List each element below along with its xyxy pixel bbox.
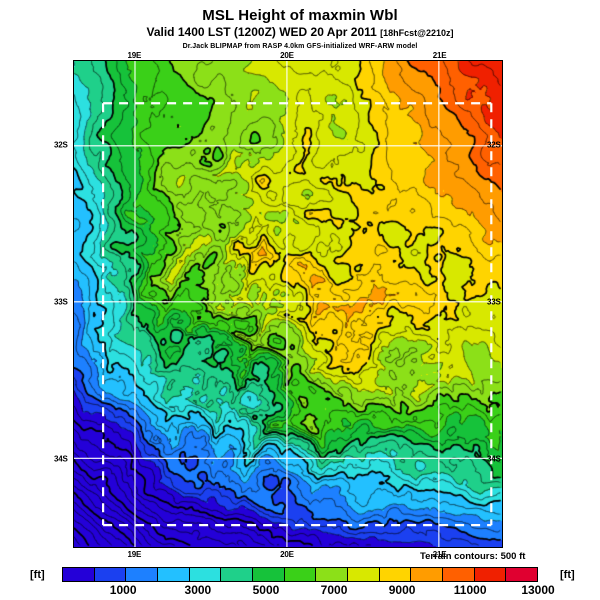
map-grid-overlay bbox=[74, 61, 502, 547]
model-source-line: Dr.Jack BLIPMAP from RASP 4.0km GFS-init… bbox=[182, 43, 418, 50]
colorbar-swatch bbox=[316, 568, 349, 581]
forecast-stamp-text: [18hFcst@2210z] bbox=[380, 28, 454, 38]
lon-label-top: 20E bbox=[280, 51, 294, 60]
colorbar-swatch bbox=[348, 568, 380, 581]
colorbar-tick-label: 7000 bbox=[320, 583, 348, 597]
colorbar-swatch bbox=[94, 568, 127, 581]
colorbar-swatch bbox=[443, 568, 475, 581]
colorbar-swatch bbox=[253, 568, 285, 581]
colorbar-swatches bbox=[62, 567, 538, 582]
valid-time-text: Valid 1400 LST (1200Z) WED 20 Apr 2011 bbox=[146, 25, 381, 39]
lon-label-bottom: 20E bbox=[280, 550, 294, 559]
lat-label-left: 32S bbox=[54, 140, 68, 150]
colorbar-swatch bbox=[158, 568, 190, 581]
colorbar-tick-label: 9000 bbox=[388, 583, 416, 597]
colorbar-tick-label: 1000 bbox=[109, 583, 137, 597]
colorbar-swatch bbox=[474, 568, 507, 581]
terrain-contour-note: Terrain contours: 500 ft bbox=[420, 551, 526, 562]
colorbar-unit-left: [ft] bbox=[30, 569, 45, 581]
page-title: MSL Height of maxmin Wbl bbox=[202, 7, 398, 24]
colorbar-tick-label: 3000 bbox=[184, 583, 212, 597]
lon-label-bottom: 19E bbox=[127, 550, 142, 559]
colorbar-swatch bbox=[411, 568, 444, 581]
title-block: MSL Height of maxmin Wbl Valid 1400 LST … bbox=[0, 0, 600, 51]
colorbar-tick-label: 5000 bbox=[252, 583, 280, 597]
colorbar-tick-label: 13000 bbox=[521, 583, 555, 597]
lat-label-left: 34S bbox=[54, 454, 68, 464]
lat-label-right: 32S bbox=[487, 140, 501, 150]
map-field-canvas bbox=[74, 61, 502, 547]
lon-label-top: 19E bbox=[127, 51, 142, 60]
colorbar-swatch bbox=[63, 568, 95, 581]
colorbar-unit-right: [ft] bbox=[560, 569, 575, 581]
colorbar-swatch bbox=[221, 568, 254, 581]
valid-time-line: Valid 1400 LST (1200Z) WED 20 Apr 2011 [… bbox=[0, 25, 600, 40]
colorbar-swatch bbox=[379, 568, 412, 581]
colorbar-legend: [ft] [ft] 1000 3000 5000 7000 9000 11000 13000… bbox=[0, 551, 600, 600]
colorbar-swatch bbox=[126, 568, 159, 581]
lon-label-bottom: 21E bbox=[432, 550, 447, 559]
lat-label-right: 34S bbox=[487, 454, 501, 464]
lat-label-right: 33S bbox=[487, 297, 501, 307]
forecast-map[interactable] bbox=[73, 60, 503, 548]
colorbar-tick-label: 11000 bbox=[453, 583, 487, 597]
colorbar-swatch bbox=[189, 568, 222, 581]
lon-label-top: 21E bbox=[432, 51, 447, 60]
colorbar-swatch bbox=[284, 568, 317, 581]
colorbar-swatch bbox=[506, 568, 538, 581]
lat-label-left: 33S bbox=[54, 297, 68, 307]
